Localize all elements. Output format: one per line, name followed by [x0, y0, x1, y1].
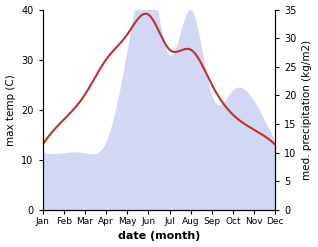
X-axis label: date (month): date (month) [118, 231, 200, 242]
Y-axis label: med. precipitation (kg/m2): med. precipitation (kg/m2) [302, 40, 313, 180]
Y-axis label: max temp (C): max temp (C) [5, 74, 16, 146]
